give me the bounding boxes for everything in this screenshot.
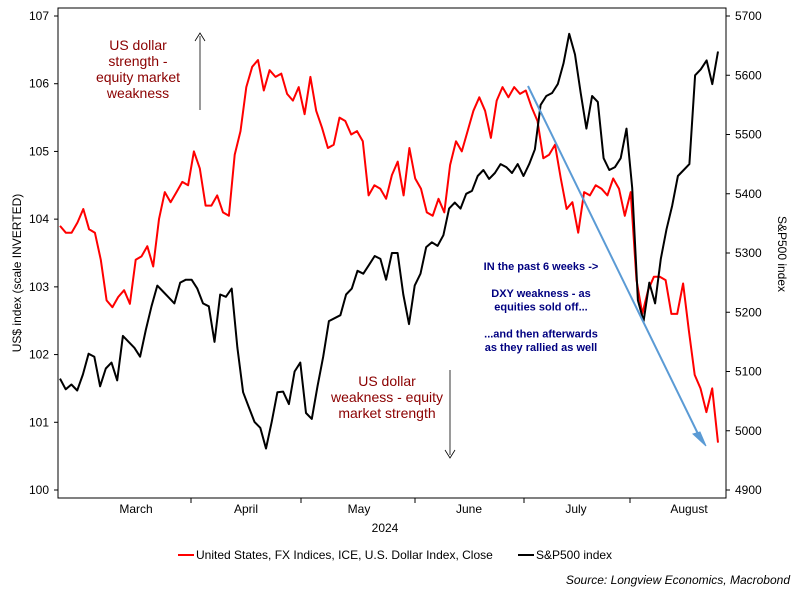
left-tick-label: 103 (29, 280, 49, 294)
year-label: 2024 (372, 521, 399, 535)
right-axis: 5700 5600 5500 5400 5300 5200 5100 5000 4900 (726, 9, 762, 497)
annotation-dollar-strength: strength - (108, 53, 167, 69)
left-tick-label: 106 (29, 77, 49, 91)
up-arrow-head (194, 32, 206, 42)
right-tick-label: 5100 (735, 365, 762, 379)
left-tick-label: 100 (29, 483, 49, 497)
trend-arrow-head (692, 431, 707, 447)
left-tick-label: 107 (29, 9, 49, 23)
right-tick-label: 5500 (735, 128, 762, 142)
left-axis-title: US$ index (scale INVERTED) (10, 194, 24, 353)
right-tick-label: 5400 (735, 187, 762, 201)
right-tick-label: 4900 (735, 483, 762, 497)
annotation-six-weeks: as they rallied as well (485, 342, 598, 354)
down-arrow-head (444, 449, 456, 459)
annotation-six-weeks: DXY weakness - as (491, 288, 590, 300)
right-tick-label: 5000 (735, 424, 762, 438)
usd-index-line (59, 59, 719, 443)
left-axis: 107 106 105 104 103 102 101 100 (29, 9, 58, 497)
x-tick-label: June (456, 502, 482, 516)
x-tick-label: April (234, 502, 258, 516)
annotation-dollar-strength: equity market (96, 69, 180, 85)
legend-label-usd: United States, FX Indices, ICE, U.S. Dol… (196, 548, 493, 562)
x-tick-label: March (119, 502, 152, 516)
spx-line (59, 32, 719, 450)
annotation-six-weeks: equities sold off... (494, 302, 588, 314)
right-tick-label: 5200 (735, 305, 762, 319)
left-tick-label: 102 (29, 348, 49, 362)
annotation-dollar-strength: weakness (106, 85, 169, 101)
series-lines (59, 32, 719, 450)
right-tick-label: 5700 (735, 9, 762, 23)
right-tick-label: 5300 (735, 246, 762, 260)
annotation-dollar-weakness: weakness - equity (330, 389, 443, 405)
annotation-dollar-strength: US dollar (109, 37, 167, 53)
x-tick-label: May (348, 502, 371, 516)
annotation-six-weeks: IN the past 6 weeks -> (484, 261, 599, 273)
annotation-six-weeks: ...and then afterwards (484, 329, 598, 341)
left-tick-label: 101 (29, 415, 49, 429)
legend-label-spx: S&P500 index (536, 548, 612, 562)
legend: United States, FX Indices, ICE, U.S. Dol… (178, 548, 612, 562)
x-tick-label: August (670, 502, 708, 516)
right-axis-title: S&P500 index (775, 216, 789, 292)
trend-arrow-shaft (527, 85, 702, 441)
source-note: Source: Longview Economics, Macrobond (566, 573, 790, 587)
x-tick-label: July (565, 502, 586, 516)
annotation-dollar-weakness: US dollar (358, 373, 416, 389)
right-tick-label: 5600 (735, 68, 762, 82)
x-axis: March April May June July August (119, 498, 708, 516)
annotation-dollar-weakness: market strength (338, 405, 435, 421)
left-tick-label: 105 (29, 144, 49, 158)
left-tick-label: 104 (29, 212, 49, 226)
